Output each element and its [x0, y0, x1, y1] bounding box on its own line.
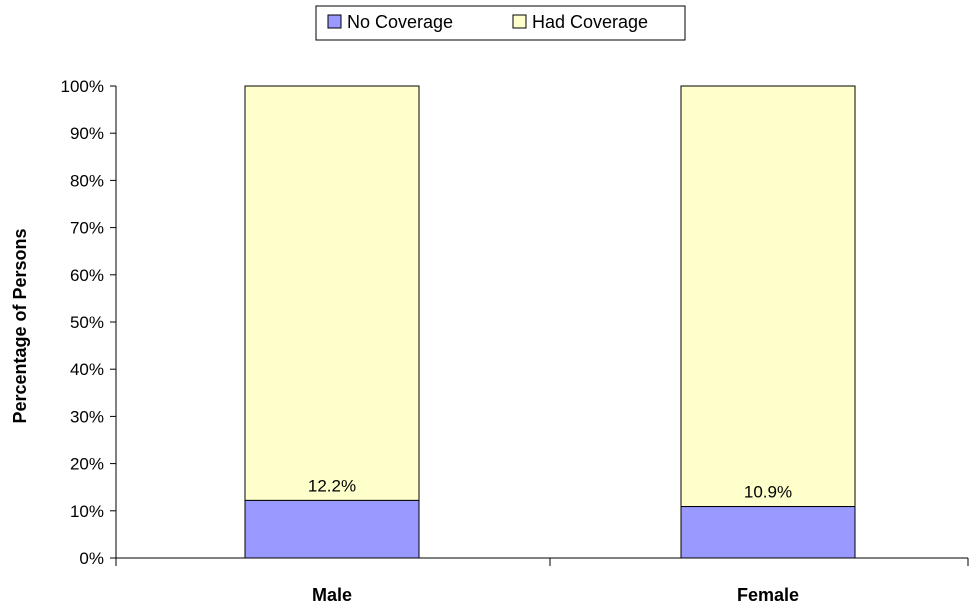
bar-female-had-coverage — [680, 85, 856, 508]
legend-box — [315, 5, 686, 41]
category-label-male: Male — [312, 585, 352, 605]
legend-label-had-coverage: Had Coverage — [532, 12, 648, 32]
legend-swatch-had-coverage — [512, 14, 527, 29]
y-axis-title: Percentage of Persons — [10, 228, 30, 423]
data-label-female: 10.9% — [744, 483, 792, 502]
y-tick-label: 50% — [70, 313, 104, 332]
y-tick-label: 90% — [70, 124, 104, 143]
bar-male-no-coverage — [244, 499, 420, 559]
legend: No Coverage Had Coverage — [315, 5, 686, 41]
bar-male-had-coverage — [244, 85, 420, 501]
y-tick-label: 0% — [79, 549, 104, 568]
y-tick-label: 40% — [70, 360, 104, 379]
y-tick-label: 80% — [70, 171, 104, 190]
bar-group-female: 10.9% Female — [680, 85, 856, 605]
bar-group-male: 12.2% Male — [244, 85, 420, 605]
data-label-male: 12.2% — [308, 476, 356, 495]
y-tick-label: 30% — [70, 407, 104, 426]
y-ticks: 0% 10% 20% 30% 40% 50% 60% 70% 80% 90% 100% — [61, 77, 116, 568]
legend-label-no-coverage: No Coverage — [347, 12, 453, 32]
y-tick-label: 10% — [70, 502, 104, 521]
legend-swatch-no-coverage — [327, 14, 342, 29]
y-tick-label: 100% — [61, 77, 104, 96]
y-tick-label: 70% — [70, 219, 104, 238]
y-tick-label: 60% — [70, 266, 104, 285]
bar-female-no-coverage — [680, 506, 856, 559]
y-tick-label: 20% — [70, 455, 104, 474]
category-label-female: Female — [737, 585, 799, 605]
